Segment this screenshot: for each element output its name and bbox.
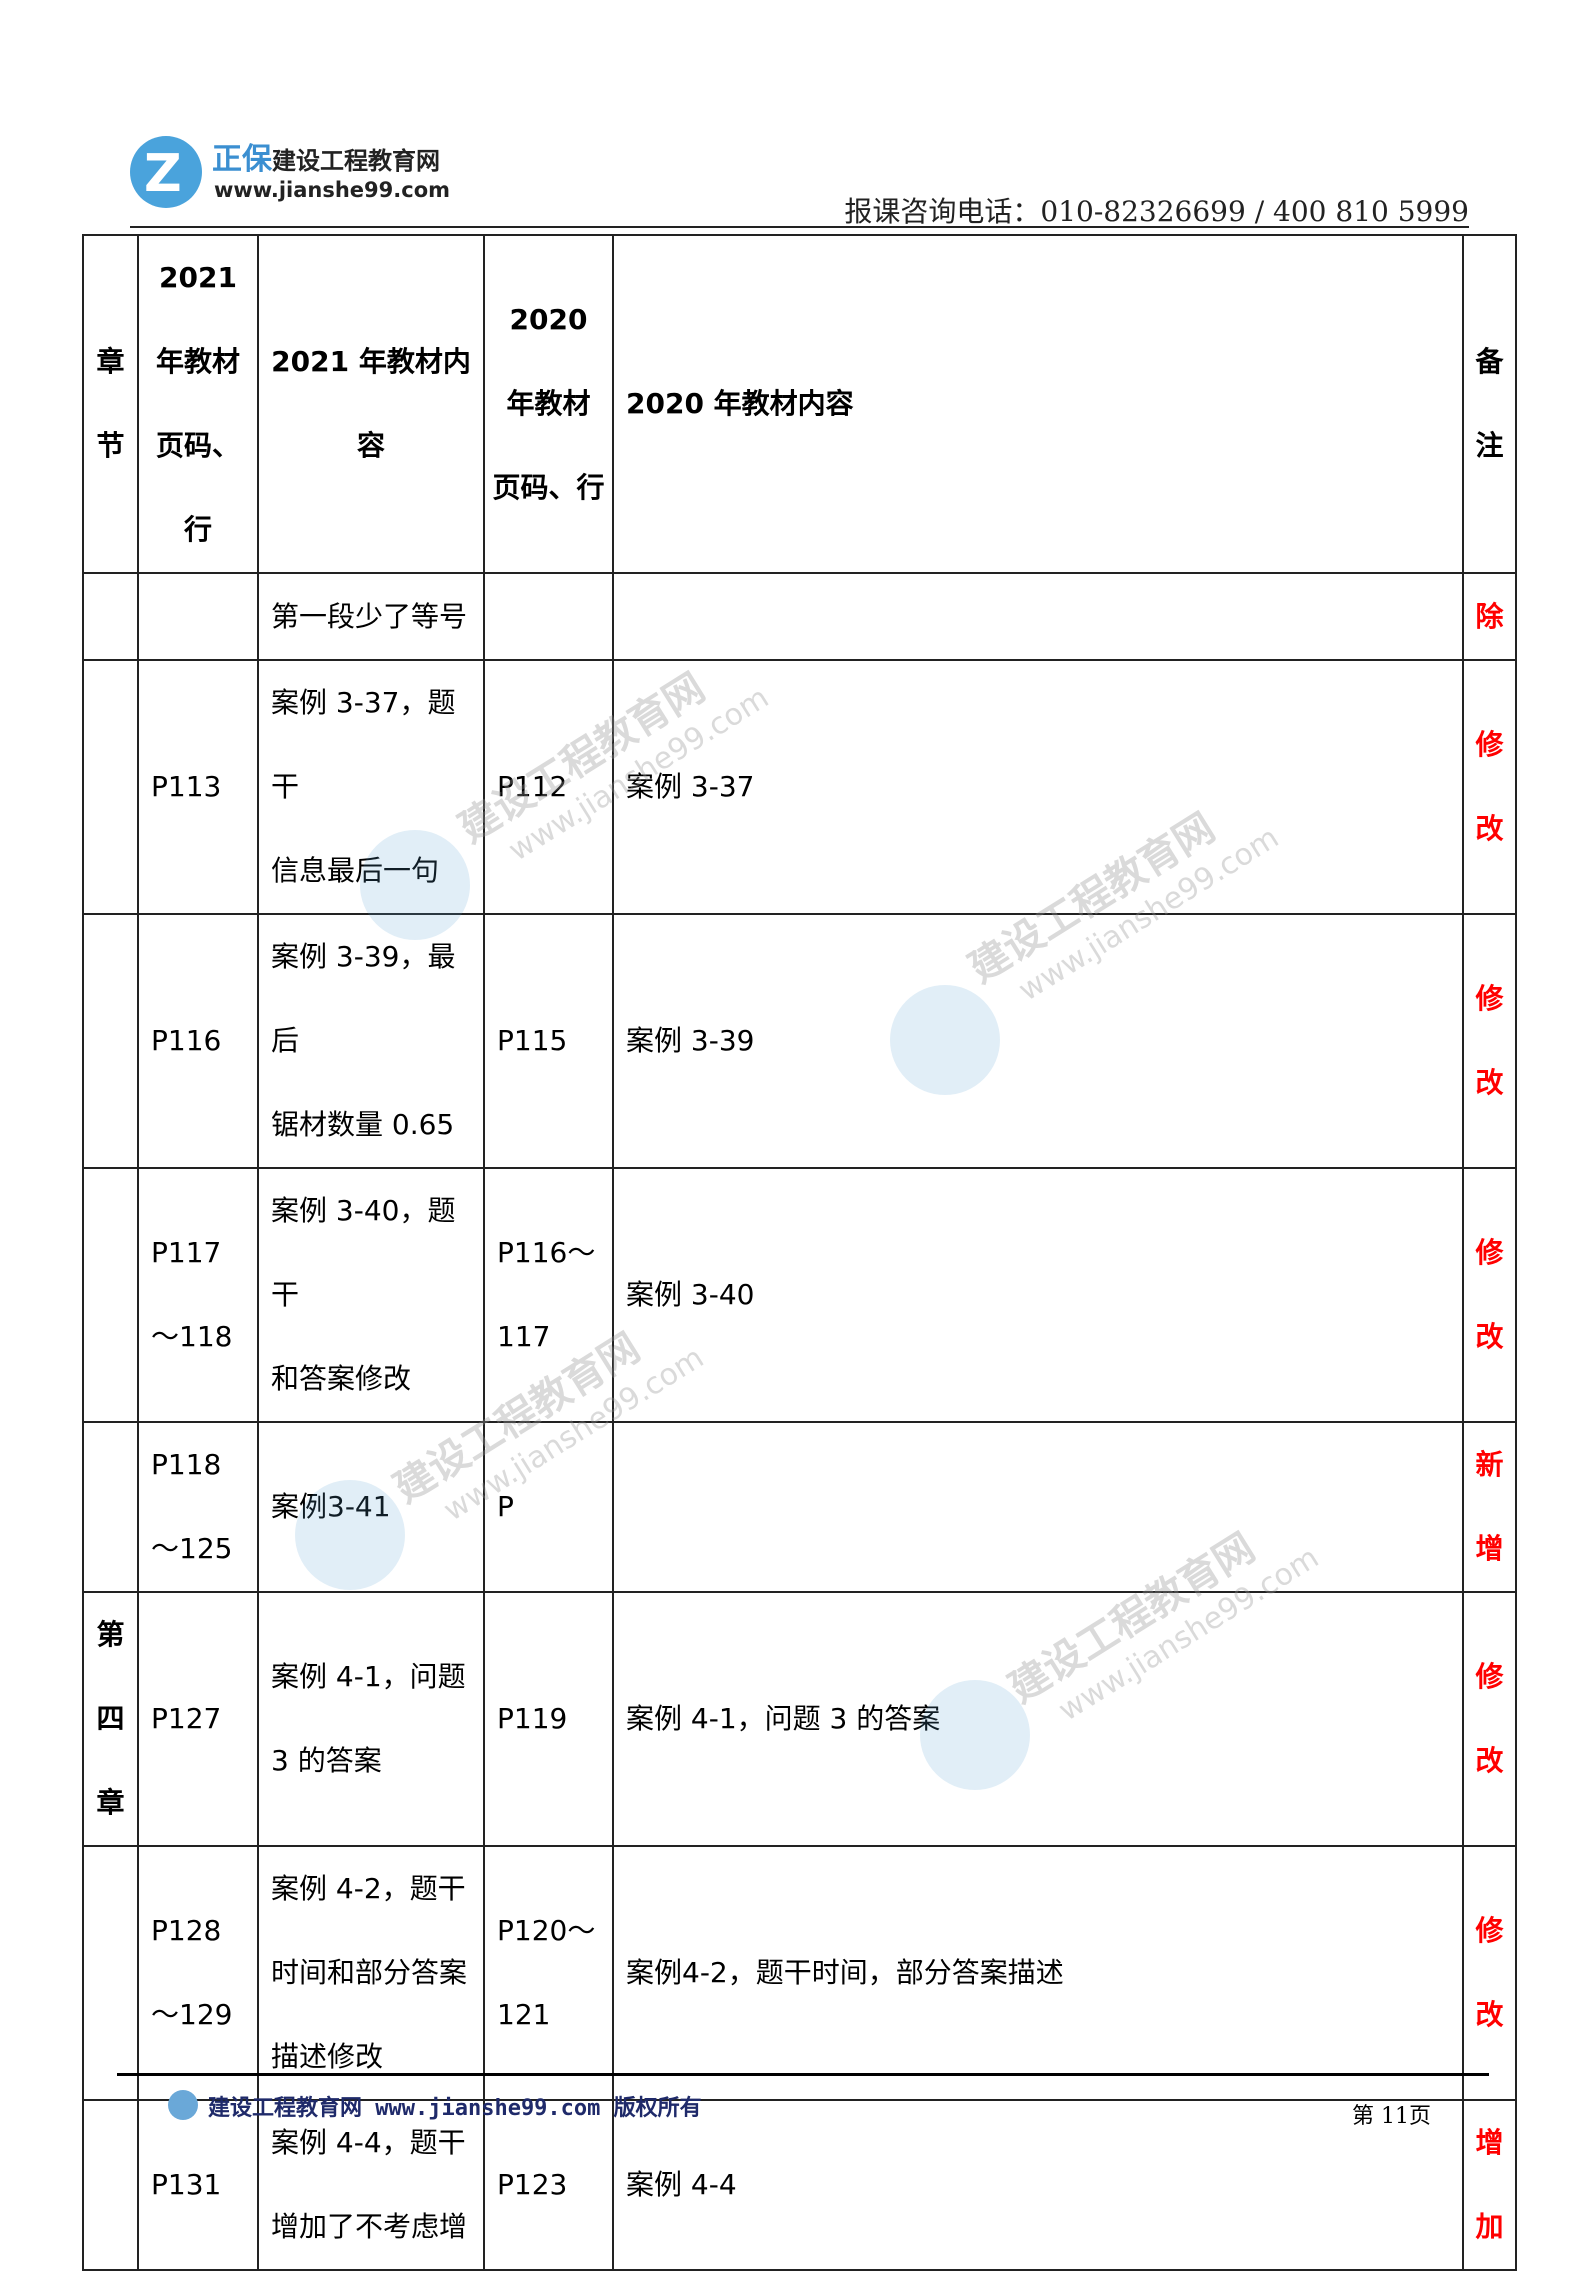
page-2020-cell: P112: [483, 659, 614, 915]
content-2020-cell: [612, 572, 1464, 661]
note-cell: 修 改: [1462, 659, 1517, 915]
content-2021-cell: 案例 4-2，题干 时间和部分答案 描述修改: [257, 1845, 485, 2101]
chapter-cell: [82, 913, 139, 1169]
header-2020-page: 2020 年教材 页码、行: [483, 234, 614, 574]
footer-logo-icon: [168, 2090, 198, 2120]
logo-icon: Z: [130, 136, 202, 208]
chapter-cell: [82, 1167, 139, 1423]
page-2020-cell: P116～ 117: [483, 1167, 614, 1423]
content-2020-cell: 案例 3-37: [612, 659, 1464, 915]
logo: Z 正保建设工程教育网 www.jianshe99.com: [128, 130, 468, 220]
chapter-cell: [82, 659, 139, 915]
chapter-cell: [82, 1845, 139, 2101]
header-divider: [130, 226, 1469, 228]
content-2020-cell: 案例4-2，题干时间，部分答案描述: [612, 1845, 1464, 2101]
note-cell: 除: [1462, 572, 1517, 661]
content-2021-cell: 案例 3-39，最后 锯材数量 0.65: [257, 913, 485, 1169]
chapter-cell: [82, 2099, 139, 2271]
note-cell: 增 加: [1462, 2099, 1517, 2271]
table-row: P116 案例 3-39，最后 锯材数量 0.65 P115 案例 3-39 修 改: [82, 913, 1517, 1169]
page-2021-cell: [137, 572, 259, 661]
logo-url: www.jianshe99.com: [214, 178, 451, 202]
content-2020-cell: 案例 3-40: [612, 1167, 1464, 1423]
page-2021-cell: P128 ～129: [137, 1845, 259, 2101]
page-2020-cell: P115: [483, 913, 614, 1169]
header-2021-content: 2021 年教材内 容: [257, 234, 485, 574]
table-row: 第一段少了等号 除: [82, 572, 1517, 661]
table-row: P113 案例 3-37，题干 信息最后一句 P112 案例 3-37 修 改: [82, 659, 1517, 915]
content-2021-cell: 第一段少了等号: [257, 572, 485, 661]
footer-divider: [117, 2073, 1489, 2076]
note-cell: 修 改: [1462, 1845, 1517, 2101]
note-cell: 新 增: [1462, 1421, 1517, 1593]
logo-brand: 正保建设工程教育网: [212, 134, 440, 178]
content-2020-cell: 案例 4-1，问题 3 的答案: [612, 1591, 1464, 1847]
header-chapter: 章 节: [82, 234, 139, 574]
content-2021-cell: 案例3-41: [257, 1421, 485, 1593]
footer-copyright: 建设工程教育网 www.jianshe99.com 版权所有: [208, 2096, 702, 2121]
page-number: 第 11页: [1352, 2104, 1431, 2129]
phone-info: 报课咨询电话：010-82326699 / 400 810 5999: [844, 195, 1469, 228]
header-2021-page: 2021 年教材 页码、 行: [137, 234, 259, 574]
note-cell: 修 改: [1462, 913, 1517, 1169]
content-2020-cell: 案例 3-39: [612, 913, 1464, 1169]
header-2020-content: 2020 年教材内容: [612, 234, 1464, 574]
chapter-cell: 第 四 章: [82, 1591, 139, 1847]
table-row: P117 ～118 案例 3-40，题干 和答案修改 P116～ 117 案例 3-4…: [82, 1167, 1517, 1423]
page-2021-cell: P127: [137, 1591, 259, 1847]
page-2020-cell: P120～ 121: [483, 1845, 614, 2101]
logo-brand-text: 正保: [212, 142, 272, 177]
page-2021-cell: P113: [137, 659, 259, 915]
header-note: 备 注: [1462, 234, 1517, 574]
table-row: P128 ～129 案例 4-2，题干 时间和部分答案 描述修改 P120～ 121…: [82, 1845, 1517, 2101]
page-2021-cell: P117 ～118: [137, 1167, 259, 1423]
note-cell: 修 改: [1462, 1591, 1517, 1847]
table-row: 第 四 章 P127 案例 4-1，问题 3 的答案 P119 案例 4-1，问题 3 …: [82, 1591, 1517, 1847]
table-header-row: 章 节 2021 年教材 页码、 行 2021 年教材内 容 2020 年教材 …: [82, 234, 1517, 574]
content-2020-cell: [612, 1421, 1464, 1593]
page-2020-cell: P: [483, 1421, 614, 1593]
page-2020-cell: P123: [483, 2099, 614, 2271]
page-2021-cell: P118 ～125: [137, 1421, 259, 1593]
logo-name: 建设工程教育网: [272, 147, 440, 175]
content-2021-cell: 案例 3-40，题干 和答案修改: [257, 1167, 485, 1423]
errata-table: 章 节 2021 年教材 页码、 行 2021 年教材内 容 2020 年教材 …: [82, 234, 1517, 2271]
content-2021-cell: 案例 3-37，题干 信息最后一句: [257, 659, 485, 915]
page-2020-cell: [483, 572, 614, 661]
page-2021-cell: P116: [137, 913, 259, 1169]
chapter-cell: [82, 572, 139, 661]
table-row: P118 ～125 案例3-41 P 新 增: [82, 1421, 1517, 1593]
content-2020-cell: 案例 4-4: [612, 2099, 1464, 2271]
page-2020-cell: P119: [483, 1591, 614, 1847]
chapter-cell: [82, 1421, 139, 1593]
content-2021-cell: 案例 4-1，问题 3 的答案: [257, 1591, 485, 1847]
note-cell: 修 改: [1462, 1167, 1517, 1423]
